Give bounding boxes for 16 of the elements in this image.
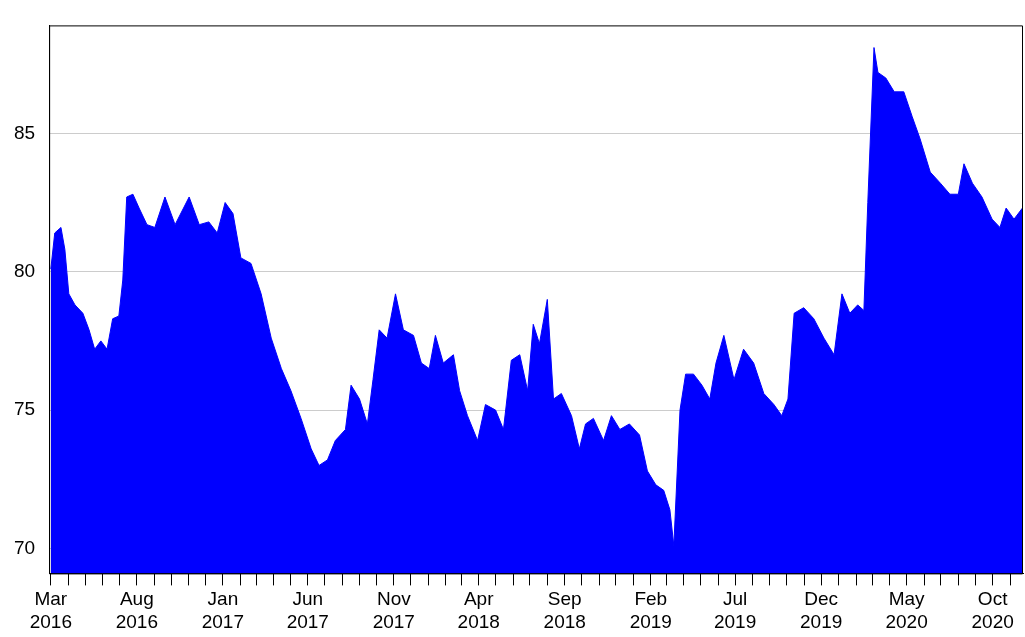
x-tick-label: Feb 2019	[629, 588, 672, 632]
x-tick-label: Nov 2017	[372, 588, 415, 632]
y-tick-label: 70	[13, 536, 36, 558]
y-tick-label: 80	[13, 259, 36, 281]
x-tick-label: Apr 2018	[457, 588, 500, 632]
x-tick-label: Jun 2017	[286, 588, 329, 632]
x-tick-label: Sep 2018	[543, 588, 586, 632]
x-tick-label: Jan 2017	[201, 588, 245, 632]
x-tick-label: Jul 2019	[713, 588, 757, 632]
y-tick-label: 85	[13, 121, 36, 143]
y-tick-label: 75	[13, 398, 36, 420]
x-tick-label: Mar 2016	[29, 588, 72, 632]
x-tick-label: May 2020	[885, 588, 928, 632]
x-tick-label: Dec 2019	[800, 588, 843, 632]
x-tick-label: Aug 2016	[115, 588, 158, 632]
x-tick-label: Oct 2020	[971, 588, 1014, 632]
